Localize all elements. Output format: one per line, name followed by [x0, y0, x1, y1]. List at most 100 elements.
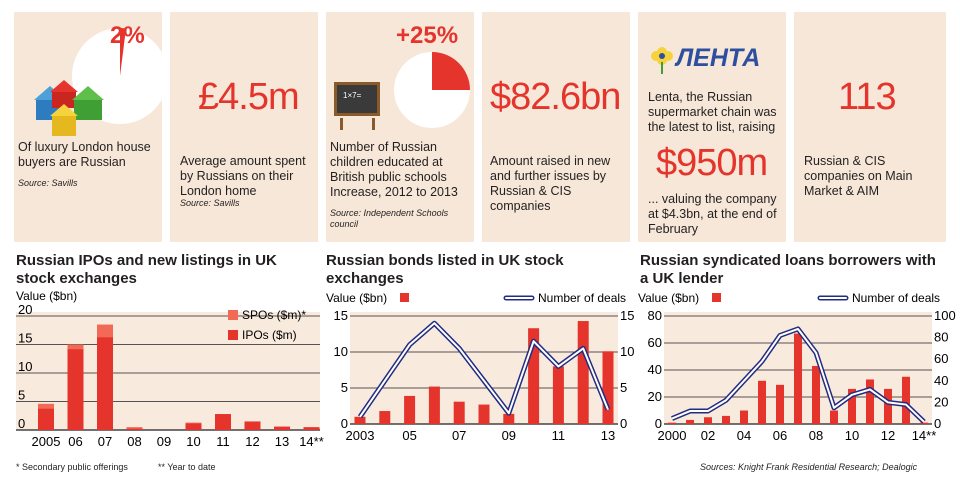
y-tick-label: 15 — [334, 308, 348, 323]
x-tick-label: 2005 — [32, 434, 61, 449]
stat-value: +25% — [396, 22, 459, 49]
y2-tick-label: 5 — [620, 380, 627, 395]
x-tick-label: 12 — [881, 428, 895, 443]
legend-label-deals: Number of deals — [852, 291, 940, 305]
stat-panel-schools: +25% 1×7= Number of Russian children edu… — [326, 12, 474, 242]
bar-value — [528, 328, 540, 424]
bar-value — [354, 416, 366, 424]
y-tick-label: 15 — [18, 331, 32, 346]
y2-tick-label: 20 — [934, 394, 948, 409]
bar-value — [722, 415, 730, 424]
x-tick-label: 08 — [809, 428, 823, 443]
x-tick-label: 09 — [157, 434, 171, 449]
y-tick-label: 20 — [648, 389, 662, 404]
y2-tick-label: 40 — [934, 373, 948, 388]
bar-value — [602, 351, 614, 424]
stat-text: Russian & CIS companies on Main Market &… — [804, 154, 913, 198]
legend-label-spo: SPOs ($m)* — [242, 308, 306, 322]
bar-ipo — [215, 414, 231, 430]
bar-spo — [38, 403, 54, 409]
x-tick-label: 10 — [186, 434, 200, 449]
bar-value — [428, 386, 440, 424]
bar-value — [920, 422, 928, 424]
x-tick-label: 14** — [912, 428, 937, 443]
x-tick-label: 11 — [216, 434, 230, 449]
bar-value — [884, 388, 892, 424]
bar-value — [902, 376, 910, 424]
easel-leg — [340, 118, 343, 130]
x-tick-label: 13 — [601, 428, 615, 443]
pie-slice-25pct — [432, 52, 470, 90]
x-tick-label: 02 — [701, 428, 715, 443]
chart-1-title: Russian IPOs and new listings in UK stoc… — [16, 252, 277, 287]
y2-tick-label: 0 — [934, 416, 941, 431]
stat-text-top: Lenta, the Russian supermarket chain was… — [648, 90, 777, 134]
x-tick-label: 10 — [845, 428, 859, 443]
y-tick-label: 40 — [648, 362, 662, 377]
bar-value — [830, 410, 838, 424]
bar-ipo — [67, 349, 84, 430]
bar-value — [478, 404, 490, 424]
bar-value — [404, 395, 416, 424]
line-deals-inner — [359, 322, 609, 418]
x-tick-label: 2003 — [346, 428, 375, 443]
y2-tick-label: 0 — [620, 416, 627, 431]
bar-value — [686, 419, 694, 424]
bar-ipo — [97, 337, 113, 430]
y-tick-label: 20 — [18, 302, 32, 317]
stat-value: $950m — [656, 142, 768, 184]
x-tick-label: 06 — [68, 434, 82, 449]
bar-value — [776, 384, 784, 424]
x-tick-label: 04 — [737, 428, 751, 443]
legend-label-ipo: IPOs ($m) — [242, 328, 297, 342]
chart-3-title: Russian syndicated loans borrowers with … — [640, 252, 936, 287]
stat-value: £4.5m — [198, 76, 300, 118]
bar-value — [668, 422, 676, 424]
stat-value: 113 — [838, 76, 897, 118]
stat-source: Source: Savills — [180, 198, 240, 208]
y-tick-label: 10 — [18, 359, 32, 374]
y2-tick-label: 100 — [934, 308, 956, 323]
x-tick-label: 2000 — [658, 428, 687, 443]
x-tick-label: 14** — [299, 434, 324, 449]
stat-source: Source: Savills — [18, 178, 78, 188]
bar-value — [848, 388, 856, 424]
x-tick-label: 08 — [127, 434, 141, 449]
bonds-chart: Value ($bn) Number of deals05101505101520… — [326, 291, 634, 443]
legend-swatch-value — [712, 293, 721, 302]
y-tick-label: 5 — [341, 380, 348, 395]
legend-swatch-spo — [228, 310, 238, 320]
y-axis-label: Value ($bn) — [326, 291, 387, 305]
bar-value — [379, 411, 391, 424]
y2-tick-label: 60 — [934, 351, 948, 366]
blackboard-text: 1×7= — [343, 91, 362, 100]
blackboard-icon: 1×7= — [334, 82, 380, 116]
stat-value: $82.6bn — [490, 76, 621, 118]
bar-ipo — [126, 428, 143, 430]
bar-value — [577, 321, 589, 424]
x-tick-label: 12 — [245, 434, 259, 449]
x-tick-label: 13 — [275, 434, 289, 449]
stat-panel-avg-spend: £4.5m Average amount spent by Russians o… — [170, 12, 318, 242]
footnote-ytd: ** Year to date — [158, 462, 216, 472]
bar-spo — [185, 422, 202, 424]
chart-2-title: Russian bonds listed in UK stock exchang… — [326, 252, 564, 287]
bar-value — [740, 410, 748, 424]
stat-text: Of luxury London house buyers are Russia… — [18, 140, 151, 169]
bar-value — [503, 413, 515, 424]
bar-ipo — [38, 408, 54, 430]
footnote-sources: Sources: Knight Frank Residential Resear… — [700, 462, 918, 472]
houses-icon — [34, 80, 104, 136]
bar-value — [704, 417, 712, 424]
y-tick-label: 60 — [648, 335, 662, 350]
bar-value — [758, 380, 766, 424]
y-tick-label: 10 — [334, 344, 348, 359]
stat-text-bottom: ... valuing the company at $4.3bn, at th… — [648, 192, 777, 236]
bar-ipo — [274, 426, 290, 430]
x-tick-label: 05 — [402, 428, 416, 443]
x-tick-label: 09 — [502, 428, 516, 443]
easel-leg — [372, 118, 375, 130]
x-tick-label: 07 — [98, 434, 112, 449]
bar-value — [453, 401, 465, 424]
bar-ipo — [185, 423, 202, 430]
